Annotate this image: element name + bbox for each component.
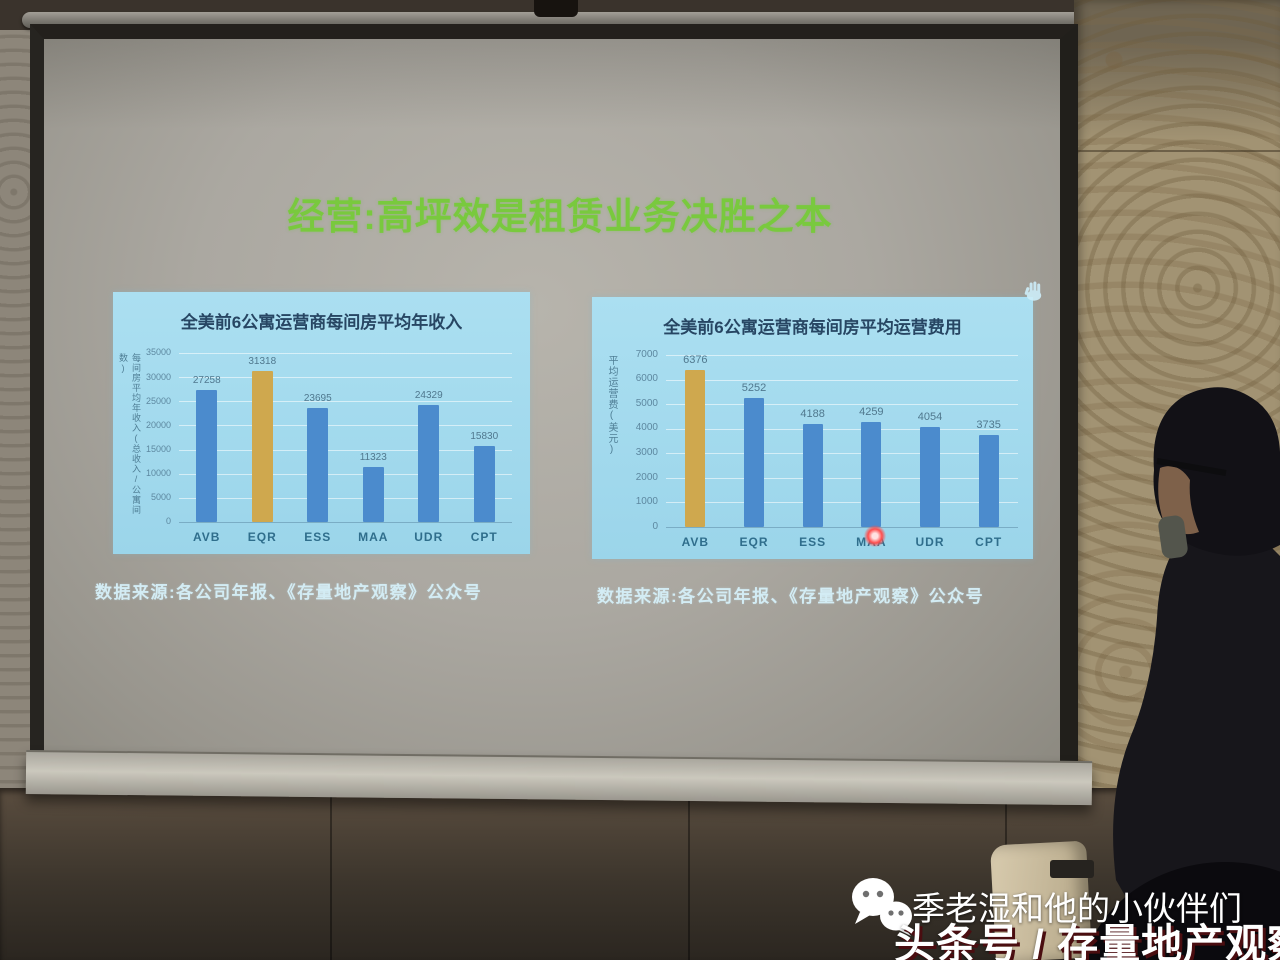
wechat-icon: [852, 878, 912, 936]
data-source-note-right: 数据来源:各公司年报、《存量地产观察》公众号: [597, 587, 985, 606]
y-axis-tick-label: 0: [652, 520, 658, 532]
y-axis-tick-label: 35000: [145, 347, 171, 358]
bar-value-label: 31318: [248, 355, 277, 367]
y-axis-tick-label: 10000: [145, 468, 171, 479]
gridline: [179, 497, 512, 499]
bar-udr: [920, 427, 940, 527]
bar-eqr: [251, 370, 273, 522]
y-axis-tick-label: 30000: [145, 371, 171, 382]
bar-ess: [802, 424, 823, 527]
category-label: MAA: [358, 530, 389, 544]
watermark-line1: 季老湿和他的小伙伴们: [912, 890, 1242, 927]
watermark: 季老湿和他的小伙伴们 头条号 / 存量地产观察: [850, 872, 1280, 960]
bar-avb: [685, 370, 706, 527]
watermark-line2: 头条号 / 存量地产观察: [894, 921, 1280, 960]
bar-value-label: 5252: [741, 381, 767, 394]
wallpaper-seam: [1074, 150, 1280, 152]
gridline: [179, 425, 512, 427]
bar-avb: [196, 390, 218, 522]
gridline: [179, 353, 512, 354]
category-label: AVB: [193, 530, 221, 544]
bar-value-label: 15830: [470, 430, 499, 442]
y-axis-tick-label: 25000: [145, 395, 171, 406]
bar-value-label: 3735: [976, 419, 1001, 432]
laser-pointer-dot: [864, 525, 886, 547]
bar-value-label: 6376: [683, 354, 708, 367]
bar-value-label: 4054: [917, 411, 943, 424]
bar-maa: [861, 422, 882, 527]
category-label: UDR: [414, 530, 444, 544]
x-axis-line: [179, 522, 512, 523]
bar-eqr: [744, 397, 764, 527]
x-axis-line: [666, 527, 1018, 528]
category-label: UDR: [915, 535, 945, 549]
y-axis-tick-label: 5000: [635, 397, 658, 409]
panel-seam: [330, 796, 332, 960]
gridline: [666, 428, 1018, 430]
gridline: [666, 502, 1018, 504]
y-axis-title: 每间房平均年收入(总收入/公寓间数): [118, 353, 141, 515]
chart-title: 全美前6公寓运营商每间房平均年收入: [180, 313, 463, 332]
category-label: CPT: [470, 530, 498, 544]
gridline: [666, 355, 1018, 356]
gridline: [179, 449, 512, 451]
panel-seam: [688, 796, 690, 960]
y-axis-tick-label: 6000: [635, 373, 658, 385]
dark-object: [1050, 860, 1094, 878]
y-axis-tick-label: 7000: [635, 348, 658, 360]
y-axis-tick-label: 20000: [145, 419, 171, 430]
data-source-note-left: 数据来源:各公司年报、《存量地产观察》公众号: [95, 583, 483, 602]
gridline: [666, 453, 1018, 455]
bar-value-label: 23695: [303, 392, 332, 404]
category-label: CPT: [975, 535, 1003, 549]
gridline: [179, 377, 512, 379]
category-label: EQR: [247, 530, 277, 544]
bar-value-label: 27258: [192, 375, 221, 387]
category-label: ESS: [304, 530, 332, 544]
bar-value-label: 4259: [859, 406, 884, 419]
screen-mount-bracket: [534, 0, 578, 17]
bar-udr: [418, 404, 440, 522]
bar-maa: [362, 467, 384, 522]
y-axis-tick-label: 0: [165, 516, 171, 527]
gridline: [179, 473, 512, 475]
bar-cpt: [473, 445, 495, 522]
category-label: ESS: [799, 535, 827, 549]
bar-value-label: 24329: [414, 389, 443, 401]
bar-cpt: [978, 435, 999, 527]
y-axis-tick-label: 15000: [145, 443, 171, 454]
y-axis-tick-label: 1000: [635, 496, 658, 508]
chart-revenue-panel: 全美前6公寓运营商每间房平均年收入 0 5000 10000 15000 20000 250…: [113, 292, 530, 554]
hand-cursor-icon: [1022, 278, 1046, 307]
y-axis-tick-label: 2000: [635, 471, 658, 483]
y-axis-tick-label: 5000: [150, 492, 171, 503]
bar-value-label: 4188: [800, 408, 825, 421]
y-axis-title: 平均运营费(美元): [606, 355, 617, 456]
category-label: EQR: [739, 535, 769, 549]
category-label: AVB: [681, 535, 710, 549]
y-axis-tick-label: 3000: [635, 447, 658, 459]
gridline: [666, 404, 1018, 406]
slide-title: 经营:高坪效是租赁业务决胜之本: [287, 196, 833, 237]
bar-ess: [307, 407, 329, 522]
chart-expense-panel: 全美前6公寓运营商每间房平均运营费用 0 1000 2000 3000 4000 5000 6…: [592, 297, 1033, 559]
wood-paneling: [0, 788, 1160, 960]
gridline: [666, 477, 1018, 479]
gridline: [666, 379, 1018, 381]
bar-value-label: 11323: [359, 452, 387, 464]
gridline: [179, 401, 512, 403]
chart-title: 全美前6公寓运营商每间房平均运营费用: [663, 318, 962, 337]
y-axis-tick-label: 4000: [635, 422, 658, 434]
